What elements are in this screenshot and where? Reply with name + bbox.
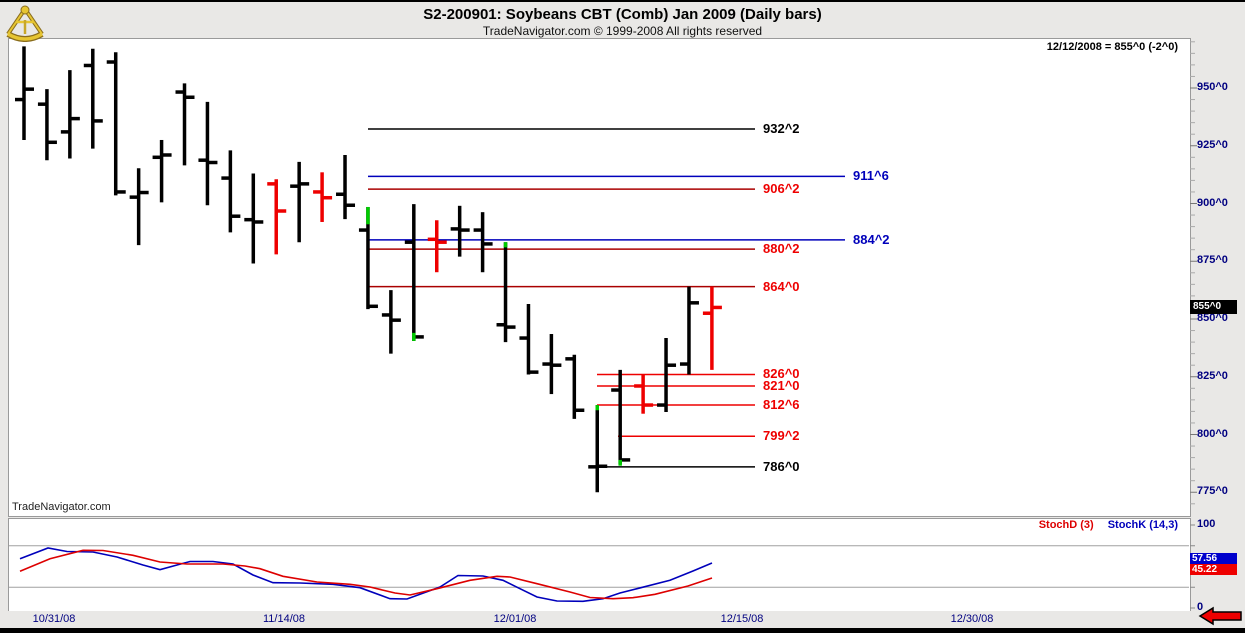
date-label: 11/14/08 xyxy=(262,613,305,625)
chart-title: S2-200901: Soybeans CBT (Comb) Jan 2009 … xyxy=(423,6,822,23)
level-label: 906^2 xyxy=(763,181,800,197)
scroll-left-arrow-button[interactable] xyxy=(1198,606,1243,626)
price-tick-label: 925^0 xyxy=(1197,138,1228,151)
stochastic-legend: StochD (3) StochK (14,3) xyxy=(1025,519,1178,531)
stoch-value-badge: 45.22 xyxy=(1190,564,1237,575)
price-tick-label: 800^0 xyxy=(1197,427,1228,440)
level-label: 884^2 xyxy=(853,231,890,247)
stoch-axis-label: 0 xyxy=(1197,601,1204,613)
date-label: 12/15/08 xyxy=(720,613,764,625)
watermark: TradeNavigator.com xyxy=(12,501,111,513)
date-label: 12/01/08 xyxy=(493,613,537,625)
level-label: 864^0 xyxy=(763,278,800,294)
last-quote-readout: 12/12/2008 = 855^0 (-2^0) xyxy=(1046,41,1178,53)
price-tick-label: 850^0 xyxy=(1197,312,1228,324)
level-label: 932^2 xyxy=(763,121,800,136)
price-tick-label: 900^0 xyxy=(1197,196,1228,209)
level-label: 812^6 xyxy=(763,397,800,413)
level-label: 786^0 xyxy=(763,458,800,474)
price-tick-label: 825^0 xyxy=(1197,369,1228,382)
level-label: 799^2 xyxy=(763,428,800,444)
price-chart-area[interactable] xyxy=(8,38,1191,517)
stochastic-chart-area[interactable] xyxy=(8,518,1191,612)
price-tick-label: 950^0 xyxy=(1197,81,1228,93)
last-price-badge: 855^0 xyxy=(1190,300,1237,315)
date-label: 10/31/08 xyxy=(32,613,76,625)
price-tick-label: 875^0 xyxy=(1197,254,1228,267)
level-label: 826^0 xyxy=(763,366,800,382)
stoch-axis-label: 100 xyxy=(1197,518,1216,530)
legend-stochd: StochD (3) xyxy=(1038,519,1094,531)
level-label: 880^2 xyxy=(763,241,800,257)
date-label: 12/30/08 xyxy=(950,613,994,625)
price-tick-label: 775^0 xyxy=(1197,485,1228,498)
date-axis-strip xyxy=(0,611,1245,628)
level-label: 821^0 xyxy=(763,377,800,393)
stoch-value-badge: 57.56 xyxy=(1190,553,1237,564)
legend-stochk: StochK (14,3) xyxy=(1107,519,1178,531)
copyright-line: TradeNavigator.com © 1999-2008 All right… xyxy=(482,24,763,38)
level-label: 911^6 xyxy=(853,168,889,184)
